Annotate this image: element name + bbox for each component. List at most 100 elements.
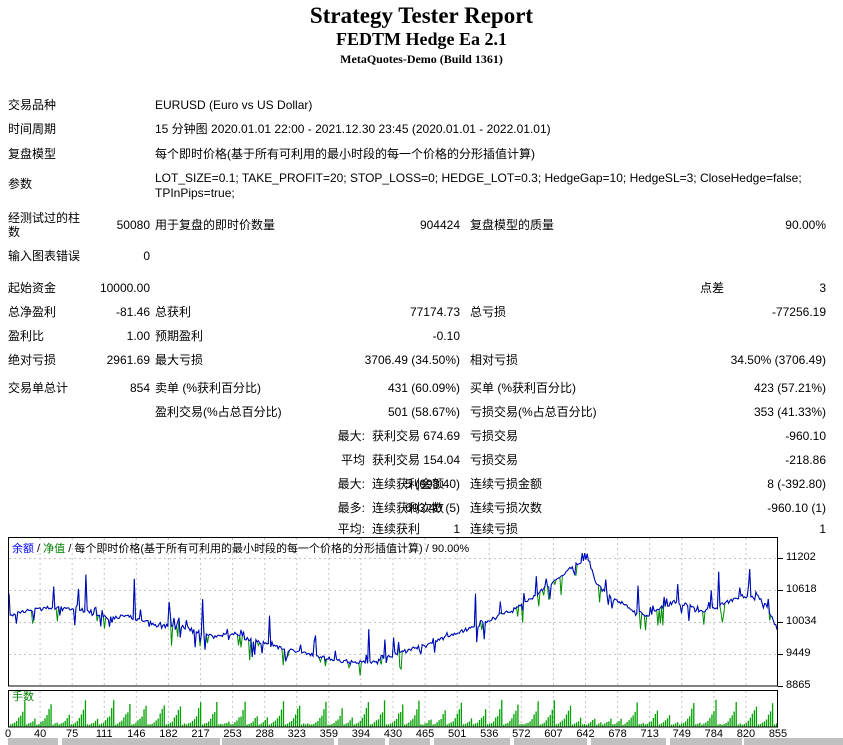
lots-bar	[517, 704, 519, 727]
lots-bar	[335, 720, 337, 727]
stat-value: 423 (57.21%)	[753, 381, 826, 395]
stat-label: 绝对亏损	[8, 353, 57, 367]
stat-value: 431 (60.09%)	[387, 381, 460, 395]
lots-bar	[44, 718, 46, 727]
stat-label: EURUSD (Euro vs US Dollar)	[155, 98, 313, 112]
lots-bar	[206, 723, 208, 727]
lots-bar	[288, 722, 291, 727]
x-axis-label: 501	[447, 728, 467, 740]
stat-label: 点差	[700, 281, 725, 295]
lots-bar	[676, 722, 679, 727]
lots-bar	[137, 720, 139, 727]
stat-label: 交易单总计	[8, 381, 69, 395]
lots-bar	[286, 723, 289, 727]
lots-bar	[46, 714, 48, 727]
lots-bar	[369, 724, 372, 727]
lots-bar	[666, 718, 669, 727]
lots-bar	[418, 700, 420, 727]
stat-value: 10000.00	[99, 281, 150, 295]
lots-bar	[533, 714, 535, 727]
lots-bar	[634, 711, 636, 727]
lots-bar	[256, 716, 258, 727]
lots-bar	[563, 718, 566, 727]
lots-bar	[668, 715, 671, 727]
lots-bar	[189, 722, 192, 727]
lots-bar	[604, 723, 606, 727]
lots-bar	[115, 724, 117, 727]
lots-bar	[375, 720, 378, 727]
lots-bar	[355, 723, 357, 727]
lots-bar	[88, 724, 91, 727]
trades-table-header-cell	[670, 738, 742, 745]
lots-bar	[187, 723, 190, 727]
lots-bar	[561, 720, 564, 727]
stat-label: 亏损交易(%占总百分比)	[470, 405, 597, 419]
stat-value: 1	[453, 522, 460, 536]
lots-bar	[30, 722, 32, 727]
lots-bar	[284, 724, 287, 727]
lots-bar	[632, 715, 634, 727]
lots-bar	[755, 706, 758, 727]
lots-bar	[315, 722, 317, 727]
trades-table-header-cell	[744, 738, 843, 745]
lots-bar	[317, 721, 319, 727]
lots-bar	[735, 702, 737, 727]
lots-bar	[737, 724, 739, 727]
lots-bar	[662, 722, 665, 727]
lots-bar	[683, 722, 685, 727]
lots-bar	[628, 720, 630, 727]
stat-label: 卖单 (%获利百分比)	[155, 381, 261, 395]
lots-bar	[664, 720, 667, 727]
lots-bar	[331, 724, 333, 727]
stat-label: 起始资金	[8, 281, 57, 295]
lots-bar	[365, 708, 368, 727]
stat-value: 34.50% (3706.49)	[730, 353, 826, 367]
lots-bar	[311, 724, 313, 727]
lots-bar	[733, 711, 735, 727]
lots-bar	[614, 724, 616, 727]
lots-bar	[539, 724, 541, 727]
stat-label: 最大:	[337, 477, 365, 491]
stat-label: 亏损交易	[470, 429, 519, 443]
lots-bar	[420, 724, 422, 727]
lots-bar	[18, 717, 20, 727]
lots-bar	[246, 724, 248, 727]
lots-bar	[644, 724, 646, 727]
lots-bar	[531, 719, 533, 727]
lots-bar	[745, 722, 747, 727]
x-axis-label: 642	[576, 728, 595, 740]
lots-bar	[630, 717, 632, 727]
lots-bar	[424, 723, 426, 727]
lots-bar	[493, 721, 495, 727]
lots-bar	[157, 718, 159, 727]
x-axis-label: 75	[66, 728, 79, 740]
lots-bar	[292, 718, 295, 727]
lots-bar	[173, 717, 176, 727]
lots-bar	[511, 718, 513, 727]
lots-bar	[410, 720, 412, 727]
trades-table-header-cell	[514, 738, 587, 745]
lots-bar	[515, 710, 517, 727]
lots-bar	[109, 716, 111, 727]
stat-value: 854	[129, 381, 150, 395]
lots-bar	[583, 723, 586, 727]
lots-bar	[240, 716, 242, 727]
lots-bar	[476, 722, 479, 727]
lots-bar	[670, 724, 673, 727]
volume-panel-label: 手数	[12, 691, 34, 703]
lots-bar	[503, 724, 505, 727]
lots-bar	[509, 720, 511, 727]
stat-label: 连续获利次数	[372, 501, 445, 515]
x-axis-label: 111	[95, 728, 113, 740]
stat-label: 输入图表错误	[8, 249, 81, 263]
lots-bar	[660, 723, 663, 727]
lots-bar	[195, 716, 198, 727]
lots-bar	[278, 715, 281, 727]
lots-bar	[559, 722, 562, 727]
lots-bar	[250, 723, 252, 727]
lots-bar	[50, 704, 52, 727]
lots-bar	[26, 724, 28, 727]
lots-bar	[523, 724, 525, 727]
lots-bar	[468, 721, 471, 727]
lots-bar	[757, 724, 760, 727]
